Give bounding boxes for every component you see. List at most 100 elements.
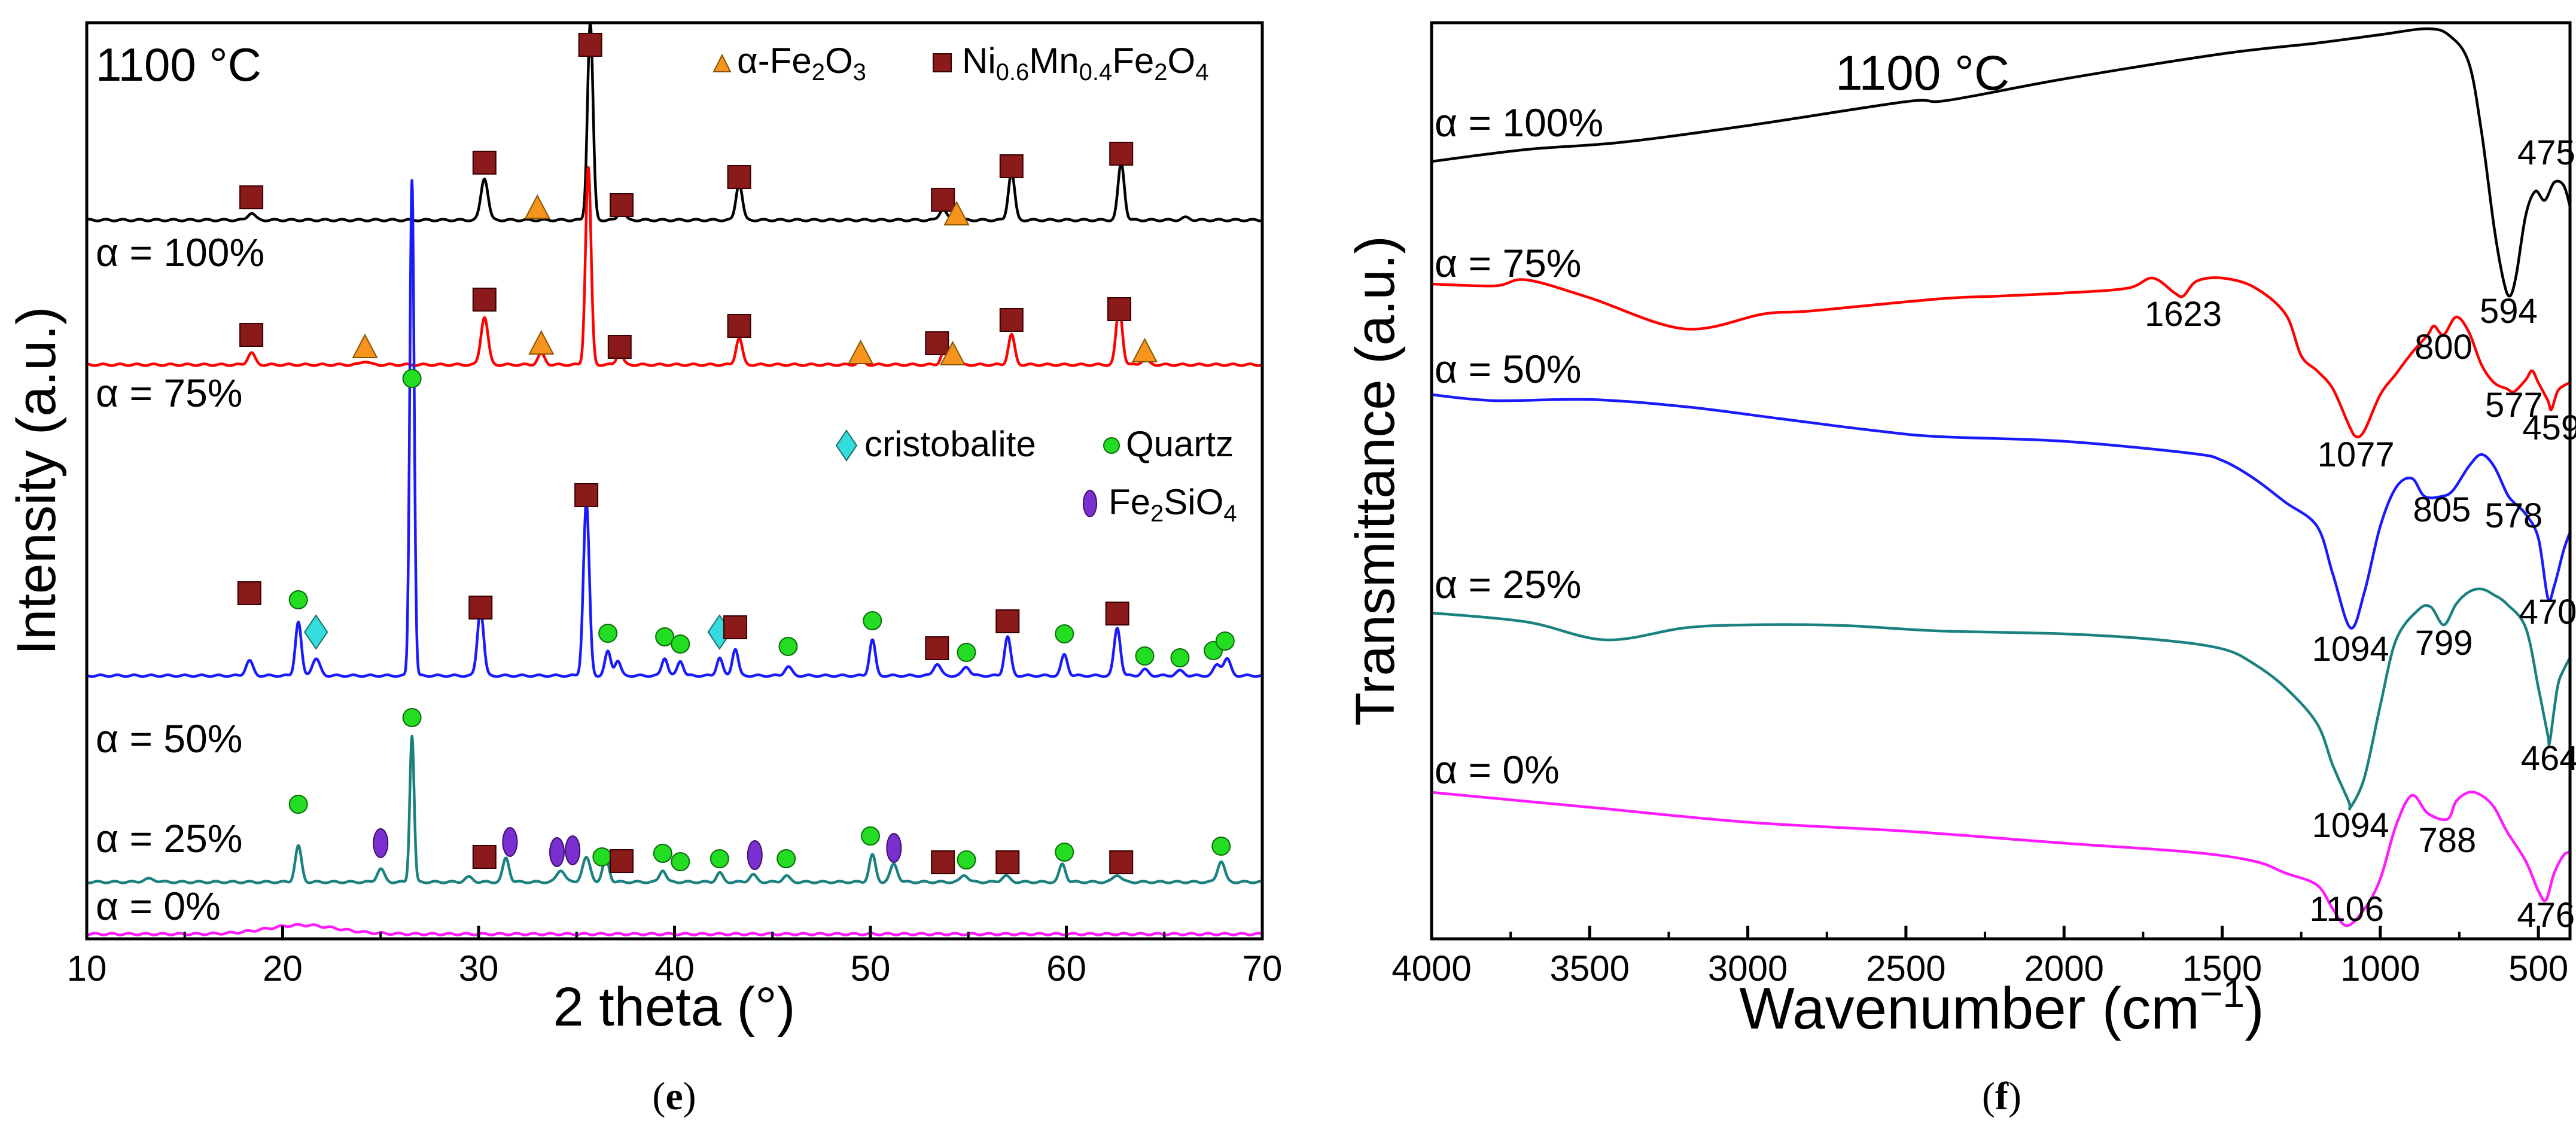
e-marker-0-4-square-icon	[610, 193, 634, 217]
f-peak-label-3-0: 799	[2415, 624, 2473, 663]
f-peak-label-0-1: 475	[2517, 133, 2575, 172]
e-caption: (e)	[652, 1075, 696, 1118]
e-marker-3-8-square-icon	[610, 849, 634, 873]
f-peak-label-2-1: 578	[2485, 496, 2543, 535]
f-peak-label-1-4: 459	[2522, 408, 2576, 447]
e-marker-1-4-square-icon	[607, 335, 632, 359]
panel-f-ftir: 4000 3500 3000 2500 2000 1500 1000 500 594 475 16…	[1345, 21, 2576, 1118]
e-series-label-75: α = 75%	[96, 371, 242, 415]
f-caption: (f)	[1982, 1075, 2021, 1118]
e-marker-3-9-circle-icon	[653, 844, 672, 863]
e-marker-2-13-square-icon	[925, 636, 949, 660]
e-marker-1-11-triangle-icon	[1131, 337, 1158, 362]
f-peak-label-4-1: 788	[2419, 821, 2477, 860]
f-x-tick-label-2: 3000	[1708, 948, 1788, 988]
f-peak-label-2-3: 470	[2519, 593, 2576, 631]
e-legend-square-icon	[933, 53, 952, 72]
e-marker-3-17-circle-icon	[957, 850, 976, 869]
e-marker-1-7-square-icon	[925, 331, 949, 355]
f-series-label-50: α = 50%	[1435, 347, 1581, 391]
e-marker-0-6-square-icon	[931, 188, 955, 212]
e-markers	[237, 33, 1235, 874]
e-marker-2-3-circle-icon	[402, 369, 422, 388]
e-marker-2-2-diamond-icon	[303, 614, 328, 650]
f-x-tick-label-0: 4000	[1391, 948, 1471, 988]
f-x-tick-label-5: 1500	[2182, 948, 2262, 988]
e-marker-2-21-circle-icon	[1215, 631, 1235, 651]
e-marker-3-12-ellipse-icon	[747, 840, 763, 870]
f-curve-2	[1431, 393, 2572, 630]
e-legend-triangle-icon	[712, 53, 732, 72]
f-peak-label-3-1: 1094	[2312, 806, 2389, 845]
panel-e-xrd: 10 20 30 40 50 60 70 1100 °C α-Fe2O3 Ni0.6Mn0.…	[6, 21, 1283, 1118]
e-marker-2-8-circle-icon	[671, 634, 690, 654]
f-plot-frame	[1430, 21, 2572, 941]
e-marker-0-3-square-icon	[578, 33, 602, 57]
e-marker-3-18-square-icon	[995, 850, 1020, 874]
e-marker-1-3-triangle-icon	[528, 329, 555, 355]
e-x-tick-label-6: 70	[1243, 948, 1283, 988]
e-marker-2-4-square-icon	[468, 596, 493, 620]
e-title: 1100 °C	[96, 38, 261, 91]
e-series-label-100: α = 100%	[96, 230, 264, 274]
e-marker-1-1-triangle-icon	[352, 333, 378, 358]
f-x-ticks: 4000 3500 3000 2500 2000 1500 1000 500	[1391, 926, 2568, 988]
f-x-tick-label-7: 500	[2508, 948, 2568, 988]
e-legend-diamond-icon	[835, 429, 858, 462]
e-x-tick-label-3: 40	[654, 948, 695, 988]
e-x-ticks: 10 20 30 40 50 60 70	[67, 926, 1283, 988]
f-curves	[1431, 27, 2572, 927]
e-curve-3	[86, 734, 1263, 884]
e-legend-alpha-fe2o3: α-Fe2O3	[737, 41, 866, 86]
e-curve-2	[86, 179, 1263, 678]
f-x-tick-label-4: 2000	[2024, 948, 2103, 988]
e-curve-1	[86, 166, 1263, 367]
f-y-axis-title: Transmittance (a.u.)	[1345, 236, 1406, 726]
e-marker-2-18-circle-icon	[1135, 646, 1155, 666]
e-marker-2-5-square-icon	[574, 483, 599, 507]
e-legend-ellipse-icon	[1083, 490, 1097, 517]
e-marker-0-2-triangle-icon	[524, 194, 550, 219]
f-peak-label-4-2: 476	[2517, 896, 2575, 935]
f-peak-label-2-2: 1094	[2312, 630, 2389, 669]
e-marker-0-1-square-icon	[472, 151, 497, 175]
f-x-tick-label-1: 3500	[1550, 948, 1630, 988]
f-peak-label-0-0: 594	[2480, 292, 2538, 331]
e-legend-quartz: Quartz	[1126, 424, 1234, 464]
e-marker-3-15-ellipse-icon	[886, 833, 902, 863]
e-marker-1-5-square-icon	[727, 314, 751, 338]
f-peak-label-1-0: 1623	[2145, 295, 2222, 334]
e-marker-3-1-ellipse-icon	[373, 828, 389, 858]
e-marker-1-2-square-icon	[472, 288, 497, 312]
e-curves	[86, 21, 1263, 936]
e-marker-3-21-circle-icon	[1211, 837, 1231, 856]
e-x-tick-label-1: 20	[263, 948, 303, 988]
e-marker-2-15-square-icon	[995, 609, 1020, 633]
e-x-tick-label-5: 60	[1046, 948, 1086, 988]
f-peak-label-4-0: 1106	[2309, 890, 2384, 929]
e-marker-3-16-square-icon	[931, 850, 955, 874]
f-curve-3	[1431, 587, 2571, 811]
f-title: 1100 °C	[1835, 46, 2009, 100]
f-series-label-100: α = 100%	[1435, 100, 1603, 145]
e-marker-1-9-square-icon	[999, 308, 1024, 332]
e-marker-2-17-square-icon	[1105, 602, 1129, 625]
e-legend-circle-icon	[1103, 437, 1120, 454]
e-marker-0-0-square-icon	[239, 185, 264, 209]
f-x-axis-title: Wavenumber (cm−1)	[1739, 971, 2264, 1041]
f-curve-0	[1431, 27, 2572, 298]
e-marker-0-9-square-icon	[1109, 142, 1134, 166]
e-legend: α-Fe2O3 Ni0.6Mn0.4Fe2O4 cristobalite Qua…	[712, 41, 1237, 527]
e-marker-3-10-circle-icon	[671, 852, 690, 871]
e-marker-1-8-triangle-icon	[939, 340, 966, 365]
e-x-tick-label-4: 50	[851, 948, 891, 988]
e-marker-2-11-circle-icon	[778, 637, 798, 656]
e-marker-2-0-square-icon	[237, 581, 261, 605]
e-marker-3-5-ellipse-icon	[549, 837, 565, 867]
e-marker-3-4-ellipse-icon	[502, 827, 518, 857]
f-peak-label-2-0: 805	[2413, 490, 2471, 529]
f-x-tick-label-3: 2500	[1866, 948, 1945, 988]
e-marker-2-14-circle-icon	[957, 643, 976, 662]
